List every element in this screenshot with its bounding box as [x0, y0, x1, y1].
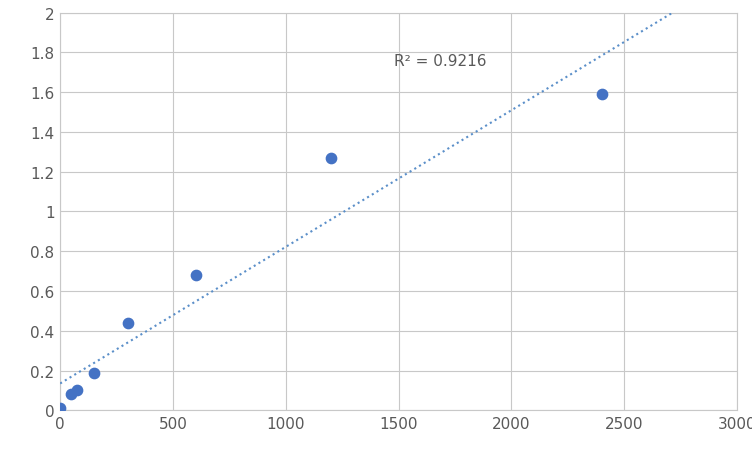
Text: R² = 0.9216: R² = 0.9216: [394, 54, 487, 69]
Point: [88, 369, 100, 376]
Point: [54, 405, 66, 412]
Point: [122, 319, 134, 327]
Point: [71, 387, 83, 394]
Point: [325, 155, 337, 162]
Point: [596, 91, 608, 98]
Point: [65, 391, 77, 398]
Point: [190, 272, 202, 279]
